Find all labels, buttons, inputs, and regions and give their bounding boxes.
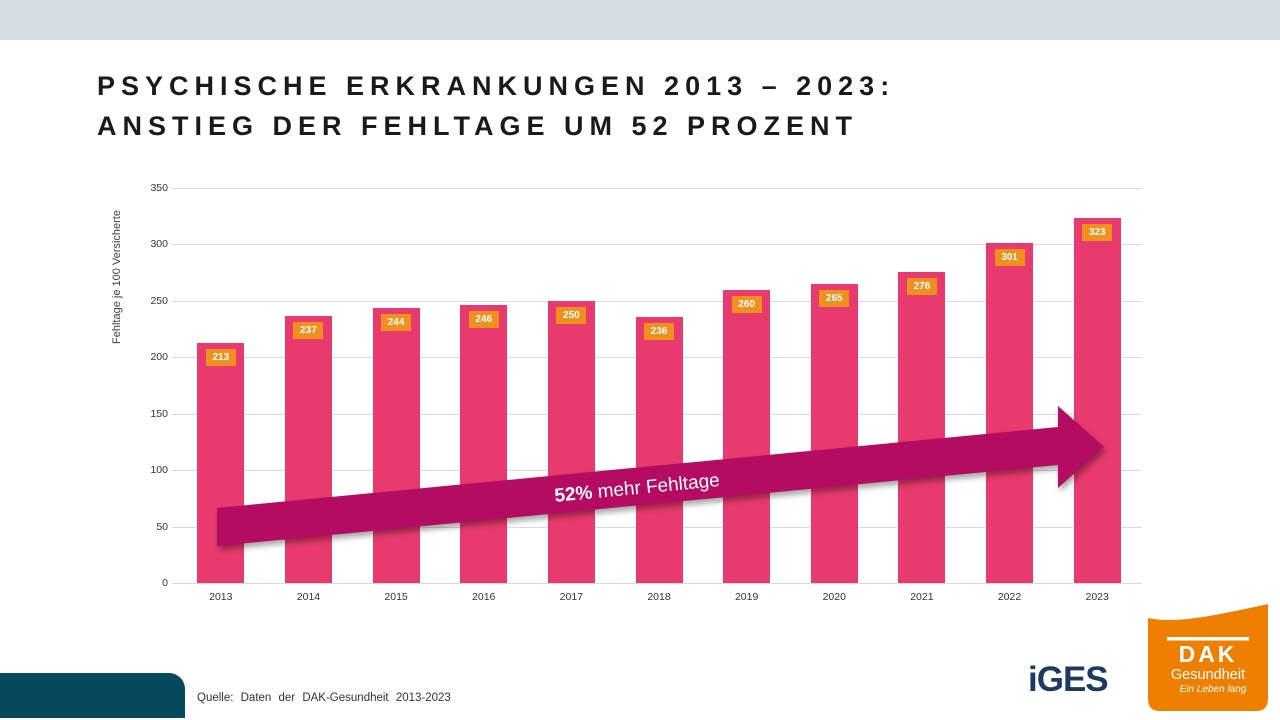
x-axis-tick-label: 2023 (1085, 591, 1109, 603)
title-line-2: ANSTIEG DER FEHLTAGE UM 52 PROZENT (97, 111, 859, 141)
bar-2014 (284, 315, 332, 583)
bar-value-label: 265 (819, 289, 850, 307)
bar-value-label: 237 (293, 321, 324, 339)
bar-2018 (635, 316, 683, 583)
footer-accent-shape (0, 673, 185, 718)
dak-logo-subtitle: Gesundheit (1171, 667, 1245, 683)
x-axis-tick-label: 2014 (296, 591, 321, 603)
x-axis-tick-label: 2015 (384, 591, 408, 603)
bar-2021 (898, 271, 946, 583)
y-axis-tick-label: 150 (150, 407, 168, 420)
bar-2022 (986, 243, 1034, 583)
bar-value-label: 236 (644, 322, 674, 340)
title-line-1: PSYCHISCHE ERKRANKUNGEN 2013 – 2023: (97, 71, 896, 101)
y-axis-tick-label: 50 (156, 520, 168, 533)
dak-logo-tagline: Ein Leben lang (1180, 684, 1247, 695)
bar-value-label: 213 (205, 348, 236, 366)
gridline (172, 244, 1142, 246)
bar-2023 (1073, 218, 1121, 583)
dak-logo-rule (1167, 637, 1249, 641)
source-note: Quelle: Daten der DAK-Gesundheit 2013-20… (197, 692, 451, 704)
bar-value-label: 276 (906, 277, 937, 295)
bar-2020 (810, 283, 858, 583)
bar-2016 (460, 305, 508, 583)
top-banner (0, 0, 1280, 40)
iges-logo: iGES (1028, 660, 1109, 699)
x-axis-tick-label: 2021 (910, 591, 934, 603)
x-axis-tick-label: 2017 (559, 591, 584, 603)
dak-logo-background (1148, 604, 1268, 711)
x-axis-tick-label: 2013 (209, 591, 233, 603)
gridline (172, 300, 1142, 302)
x-axis-tick-label: 2018 (647, 591, 671, 603)
bar-value-label: 323 (1082, 224, 1113, 242)
dak-logo-name: DAK (1179, 641, 1238, 667)
y-axis-tick-label: 350 (150, 182, 168, 194)
x-axis-tick-label: 2022 (997, 591, 1022, 603)
y-axis-tick-label: 100 (150, 464, 168, 477)
y-axis-tick-label: 250 (150, 294, 168, 307)
gridline (172, 188, 1142, 189)
bar-value-label: 246 (468, 311, 499, 329)
x-axis-tick-label: 2020 (822, 591, 846, 603)
bar-2015 (372, 307, 420, 583)
bar-value-label: 250 (556, 306, 587, 324)
bar-2017 (547, 300, 595, 583)
y-axis-title: Fehltage je 100 Versicherte (111, 210, 123, 344)
x-axis-tick-label: 2016 (472, 591, 496, 603)
gridline (172, 583, 1142, 584)
bar-2013 (197, 342, 245, 583)
y-axis-tick-label: 300 (150, 238, 168, 251)
x-axis-tick-label: 2019 (734, 591, 759, 603)
dak-logo: DAK Gesundheit Ein Leben lang (1148, 604, 1268, 711)
bar-value-label: 301 (994, 249, 1025, 267)
bar-2019 (723, 289, 771, 583)
page-title: PSYCHISCHE ERKRANKUNGEN 2013 – 2023: ANS… (97, 66, 895, 146)
bar-value-label: 260 (731, 295, 762, 313)
y-axis-tick-label: 200 (150, 351, 168, 364)
bar-value-label: 244 (381, 313, 412, 331)
y-axis-tick-label: 0 (162, 577, 168, 589)
